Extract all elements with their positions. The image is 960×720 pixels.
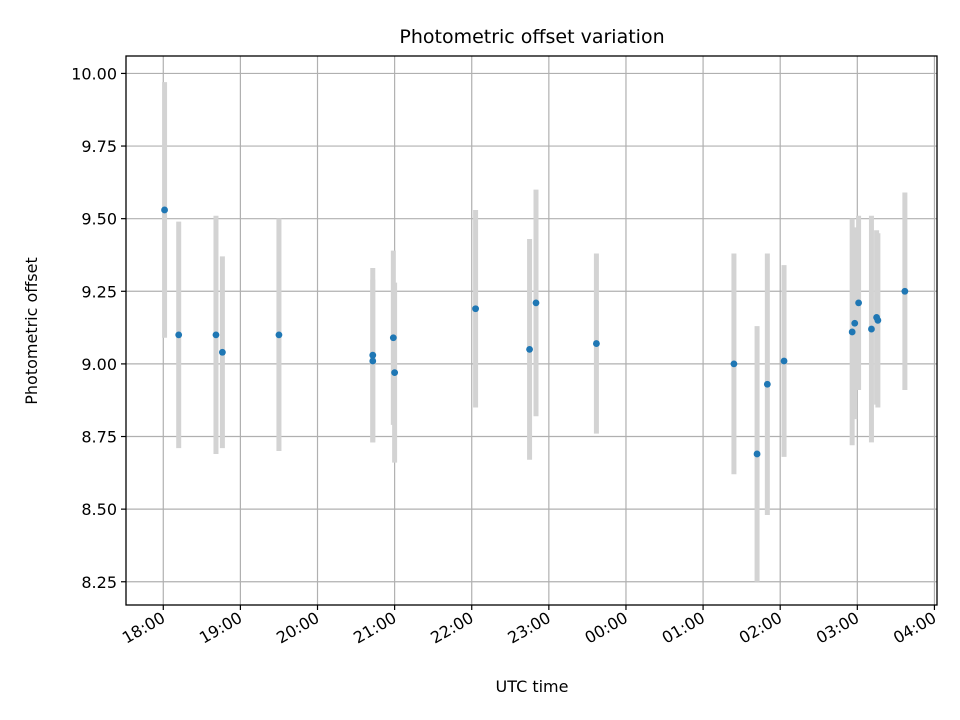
x-tick-label: 23:00 (504, 608, 553, 648)
data-point (175, 331, 183, 339)
x-tick-label: 21:00 (350, 608, 399, 648)
data-point (780, 357, 788, 365)
y-axis-label: Photometric offset (22, 257, 41, 405)
data-point (161, 206, 168, 214)
data-point (901, 287, 909, 295)
x-tick-label: 00:00 (582, 608, 631, 648)
data-point (212, 331, 220, 339)
data-point (763, 380, 771, 388)
data-point (753, 450, 761, 458)
data-point (369, 357, 377, 365)
x-tick-label: 18:00 (119, 608, 168, 648)
x-axis: 18:00 19:00 20:00 21:00 22:00 23:00 00:00 01:00… (119, 605, 939, 648)
data-point (855, 299, 862, 307)
data-point (218, 348, 226, 356)
y-axis: 8.25 8.50 8.75 9.00 9.25 9.50 9.75 10.00 (71, 64, 126, 592)
data-point (848, 328, 856, 336)
chart-title: Photometric offset variation (399, 26, 664, 48)
plot-frame (125, 55, 938, 606)
x-tick-label: 01:00 (659, 608, 708, 648)
x-tick-label: 20:00 (273, 608, 322, 648)
x-axis-label: UTC time (496, 677, 569, 696)
y-tick-label: 9.25 (81, 282, 117, 301)
x-tick-label: 04:00 (890, 608, 939, 648)
data-point (851, 319, 859, 327)
data-point (369, 351, 377, 359)
x-tick-label: 19:00 (196, 608, 245, 648)
data-point (868, 325, 875, 333)
y-tick-label: 8.25 (81, 573, 117, 592)
data-point (730, 360, 738, 368)
data-points (161, 206, 909, 458)
data-point (275, 331, 283, 339)
data-point (389, 334, 397, 342)
x-tick-label: 22:00 (427, 608, 476, 648)
y-tick-label: 8.75 (81, 428, 117, 447)
y-tick-label: 9.50 (81, 210, 117, 229)
x-tick-label: 03:00 (813, 608, 862, 648)
data-point (874, 316, 882, 324)
y-tick-label: 9.75 (81, 137, 117, 156)
error-bars (162, 82, 908, 582)
data-point (532, 299, 540, 307)
y-tick-label: 9.00 (81, 355, 117, 374)
data-point (391, 369, 399, 377)
data-point (472, 305, 479, 313)
x-tick-label: 02:00 (736, 608, 785, 648)
y-tick-label: 10.00 (71, 64, 117, 83)
y-tick-label: 8.50 (81, 500, 117, 519)
data-point (593, 340, 600, 347)
data-point (526, 345, 533, 353)
